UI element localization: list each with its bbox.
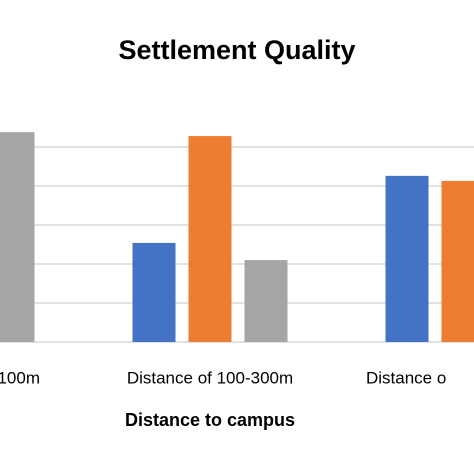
- x-tick-label: 100m: [0, 368, 40, 387]
- bar: [188, 136, 232, 342]
- bar: [385, 175, 429, 342]
- bar: [244, 260, 288, 342]
- bar: [441, 180, 474, 342]
- x-tick-label: Distance o: [366, 368, 446, 387]
- bar: [0, 132, 35, 342]
- x-tick-label: Distance of 100-300m: [127, 368, 293, 387]
- x-axis-title: Distance to campus: [125, 410, 295, 430]
- bar: [132, 242, 176, 342]
- chart-title: Settlement Quality: [118, 35, 355, 65]
